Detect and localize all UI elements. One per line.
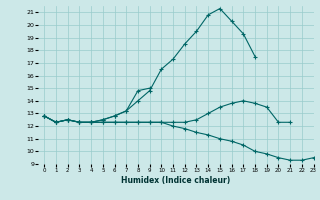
X-axis label: Humidex (Indice chaleur): Humidex (Indice chaleur)	[121, 176, 231, 185]
